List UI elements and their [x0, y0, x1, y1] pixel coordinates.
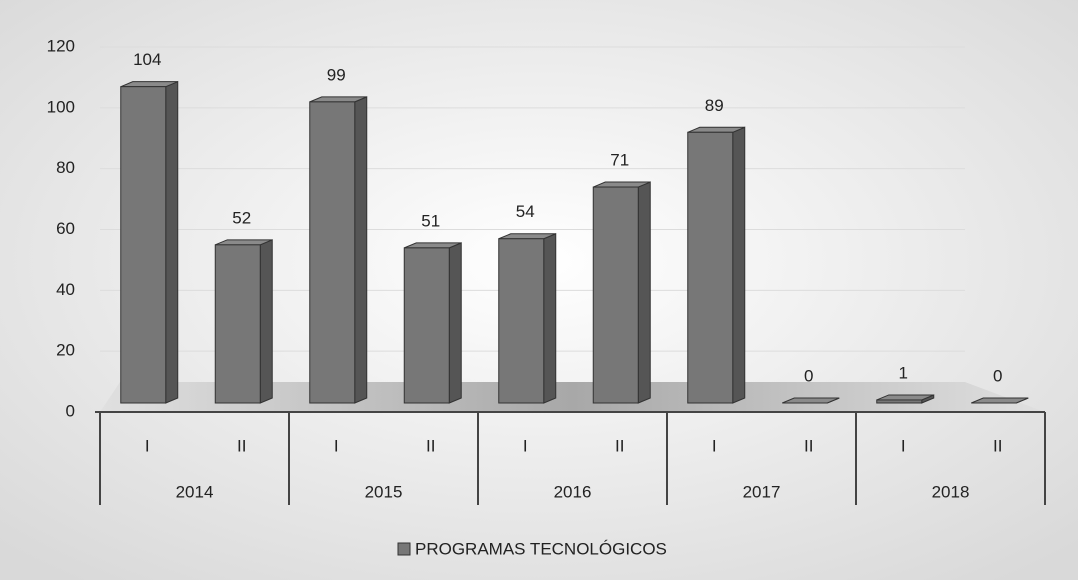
- data-label: 1: [899, 363, 908, 382]
- bar: [687, 131, 734, 404]
- group-label: 2014: [176, 482, 214, 501]
- data-label: 89: [705, 96, 724, 115]
- bar-side: [448, 242, 462, 404]
- bar: [120, 86, 167, 404]
- data-label: 52: [232, 208, 251, 227]
- bar: [309, 101, 356, 404]
- data-label: 0: [804, 366, 813, 385]
- bar-side: [732, 126, 746, 404]
- bar: [876, 399, 923, 404]
- data-label: 0: [993, 366, 1002, 385]
- bar-top: [782, 397, 840, 404]
- x-tick-label: I: [712, 436, 717, 455]
- group-label: 2017: [743, 482, 781, 501]
- x-tick-label: I: [523, 436, 528, 455]
- y-tick-label: 20: [56, 341, 75, 360]
- bar: [498, 238, 545, 404]
- y-tick-label: 0: [66, 401, 75, 420]
- x-tick-label: I: [901, 436, 906, 455]
- data-label: 71: [610, 151, 629, 170]
- group-label: 2018: [932, 482, 970, 501]
- y-tick-label: 80: [56, 158, 75, 177]
- x-tick-label: II: [615, 436, 624, 455]
- x-tick-label: II: [993, 436, 1002, 455]
- data-label: 99: [327, 65, 346, 84]
- bar-side: [543, 233, 557, 404]
- data-label: 54: [516, 202, 535, 221]
- legend-label: PROGRAMAS TECNOLÓGICOS: [415, 539, 667, 558]
- bar: [214, 244, 261, 404]
- bar-side: [165, 80, 179, 404]
- data-label: 51: [421, 211, 440, 230]
- x-tick-label: II: [804, 436, 813, 455]
- group-label: 2016: [554, 482, 592, 501]
- legend-swatch: [397, 542, 411, 556]
- data-label: 104: [133, 50, 161, 69]
- bar-top: [971, 397, 1029, 404]
- x-tick-label: I: [334, 436, 339, 455]
- bar-side: [637, 181, 651, 404]
- x-tick-label: II: [426, 436, 435, 455]
- bar-side: [354, 96, 368, 404]
- bar-side: [259, 239, 273, 404]
- y-tick-label: 60: [56, 219, 75, 238]
- group-label: 2015: [365, 482, 403, 501]
- bar: [403, 247, 450, 404]
- y-tick-label: 100: [47, 97, 75, 116]
- x-tick-label: I: [145, 436, 150, 455]
- bar: [592, 186, 639, 404]
- y-tick-label: 120: [47, 36, 75, 55]
- y-tick-label: 40: [56, 280, 75, 299]
- x-tick-label: II: [237, 436, 246, 455]
